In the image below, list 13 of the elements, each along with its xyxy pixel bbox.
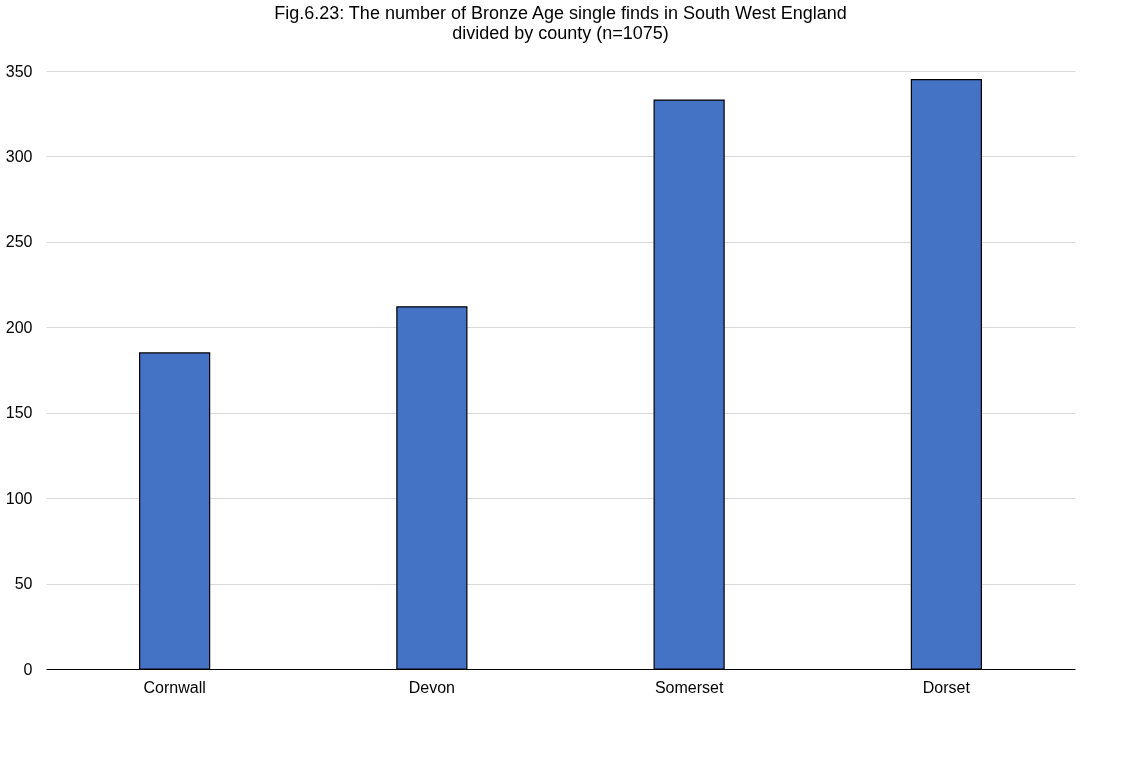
x-tick-label: Devon bbox=[408, 678, 455, 696]
y-tick-label: 150 bbox=[5, 404, 33, 422]
x-tick-label: Somerset bbox=[654, 678, 724, 696]
x-tick-label: Cornwall bbox=[143, 678, 206, 696]
y-tick-label: 200 bbox=[5, 318, 33, 336]
y-tick-label: 0 bbox=[23, 660, 33, 678]
y-tick-label: 250 bbox=[5, 233, 33, 251]
y-tick-label: 100 bbox=[5, 489, 33, 507]
y-tick-label: 50 bbox=[14, 575, 33, 593]
chart-title: Fig.6.23: The number of Bronze Age single finds in South West England divided by county (n=1075) bbox=[274, 3, 847, 43]
x-tick-label: Dorset bbox=[922, 678, 971, 696]
y-tick-label: 300 bbox=[5, 147, 33, 165]
y-tick-label: 350 bbox=[5, 62, 33, 80]
